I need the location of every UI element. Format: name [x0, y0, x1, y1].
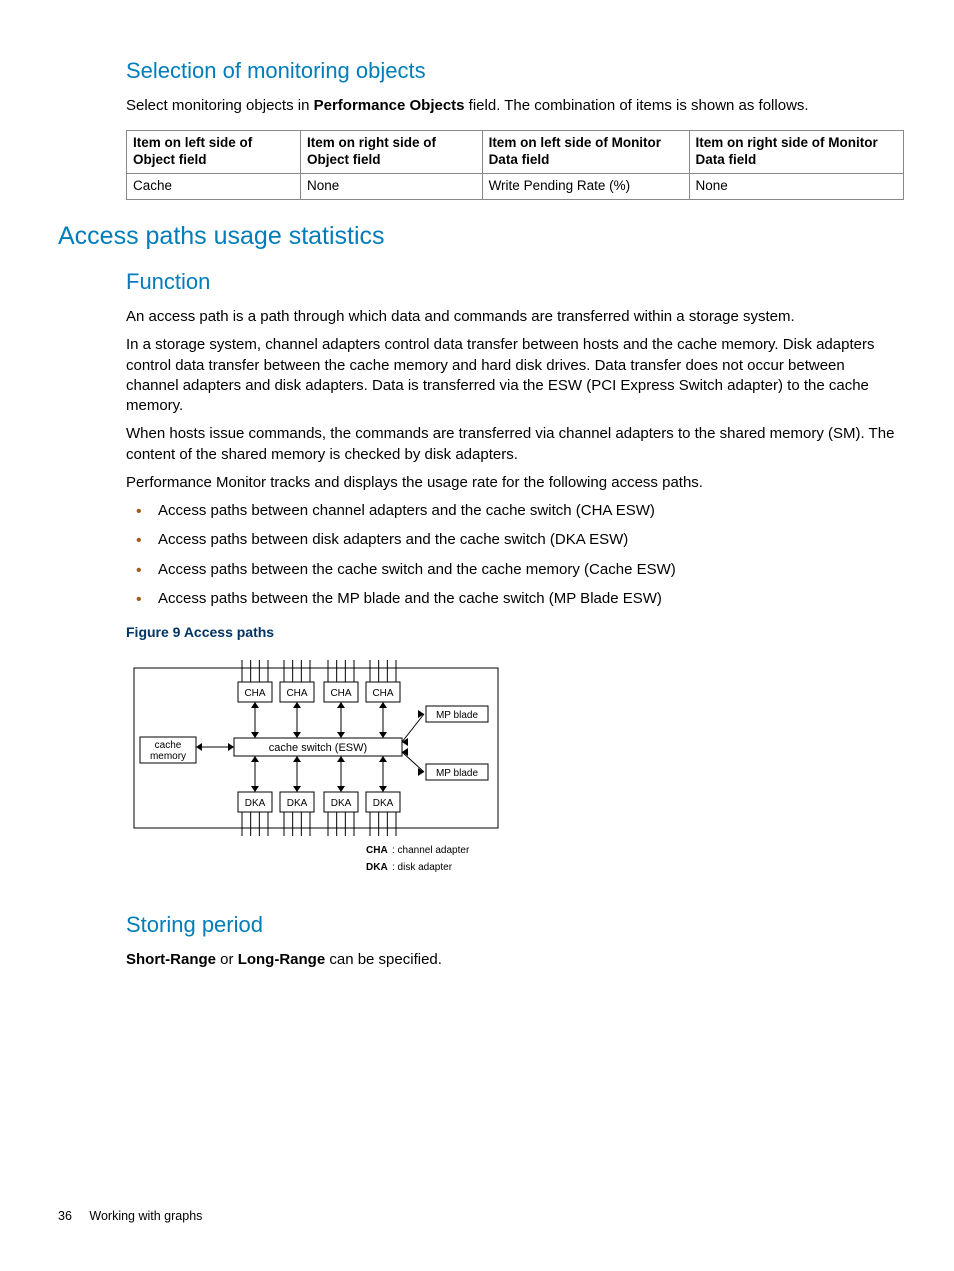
page-footer: 36 Working with graphs — [58, 1208, 202, 1225]
figure-caption: Figure 9 Access paths — [126, 623, 896, 642]
table-row: Cache None Write Pending Rate (%) None — [127, 173, 904, 199]
intro-post: field. The combination of items is shown… — [465, 97, 809, 114]
svg-text:DKA: DKA — [287, 798, 308, 809]
storing-paragraph: Short-Range or Long-Range can be specifi… — [126, 950, 896, 970]
page-number: 36 — [58, 1209, 72, 1223]
heading-access-paths: Access paths usage statistics — [58, 220, 896, 254]
figure-access-paths: CHA CHA CHA CHA DKA DKA DKA DKA cache switch (ES… — [126, 648, 896, 884]
function-p1: An access path is a path through which d… — [126, 307, 896, 327]
intro-bold: Performance Objects — [314, 97, 465, 114]
svg-text:CHA: CHA — [330, 688, 351, 699]
short-range-label: Short-Range — [126, 951, 216, 968]
table-cell: None — [301, 173, 483, 199]
table-header-row: Item on left side of Object field Item o… — [127, 130, 904, 173]
table-header: Item on left side of Object field — [127, 130, 301, 173]
intro-paragraph: Select monitoring objects in Performance… — [126, 96, 896, 116]
svg-text:DKA: DKA — [245, 798, 266, 809]
access-path-list: Access paths between channel adapters an… — [126, 501, 896, 609]
list-item: Access paths between disk adapters and t… — [126, 530, 896, 550]
svg-text:DKA: DKA — [331, 798, 352, 809]
table-header: Item on left side of Monitor Data field — [482, 130, 689, 173]
list-item: Access paths between the MP blade and th… — [126, 589, 896, 609]
function-p3: When hosts issue commands, the commands … — [126, 424, 896, 465]
function-p4: Performance Monitor tracks and displays … — [126, 473, 896, 493]
footer-label: Working with graphs — [89, 1209, 202, 1223]
table-header: Item on right side of Monitor Data field — [689, 130, 903, 173]
heading-storing-period: Storing period — [126, 910, 896, 940]
list-item: Access paths between the cache switch an… — [126, 560, 896, 580]
svg-text:MP blade: MP blade — [436, 768, 479, 779]
svg-text:CHA: CHA — [244, 688, 265, 699]
access-paths-diagram: CHA CHA CHA CHA DKA DKA DKA DKA cache switch (ES… — [126, 648, 506, 878]
list-item: Access paths between channel adapters an… — [126, 501, 896, 521]
svg-text:MP blade: MP blade — [436, 710, 479, 721]
svg-text:memory: memory — [150, 751, 186, 762]
intro-pre: Select monitoring objects in — [126, 97, 314, 114]
long-range-label: Long-Range — [238, 951, 326, 968]
svg-text:cache: cache — [155, 740, 182, 751]
svg-text:CHA: CHA — [366, 845, 388, 856]
storing-post: can be specified. — [325, 951, 442, 968]
table-cell: Cache — [127, 173, 301, 199]
table-cell: None — [689, 173, 903, 199]
monitoring-objects-table: Item on left side of Object field Item o… — [126, 130, 904, 200]
svg-text:CHA: CHA — [372, 688, 393, 699]
svg-text:: disk adapter: : disk adapter — [392, 862, 453, 873]
svg-text:cache switch (ESW): cache switch (ESW) — [269, 742, 367, 754]
heading-function: Function — [126, 267, 896, 297]
function-p2: In a storage system, channel adapters co… — [126, 335, 896, 416]
table-header: Item on right side of Object field — [301, 130, 483, 173]
table-cell: Write Pending Rate (%) — [482, 173, 689, 199]
storing-mid: or — [216, 951, 238, 968]
svg-text:CHA: CHA — [286, 688, 307, 699]
svg-text:: channel adapter: : channel adapter — [392, 845, 470, 856]
heading-selection-monitoring: Selection of monitoring objects — [126, 56, 896, 86]
svg-text:DKA: DKA — [373, 798, 394, 809]
svg-text:DKA: DKA — [366, 862, 388, 873]
